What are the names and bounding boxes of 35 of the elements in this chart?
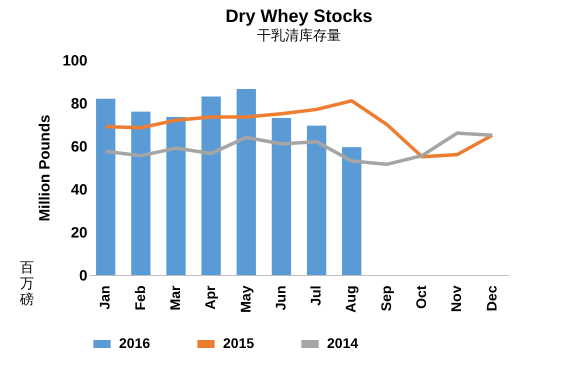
x-tick-label: Sep: [378, 286, 394, 312]
bar: [306, 126, 326, 275]
legend-label: 2016: [119, 335, 150, 351]
bar: [342, 147, 362, 275]
x-tick-label: May: [237, 285, 254, 313]
y-tick-label: 60: [70, 138, 88, 156]
x-tick-label: Dec: [483, 285, 500, 312]
x-tick-label: Nov: [448, 285, 464, 312]
x-tick-label: Oct: [413, 285, 430, 309]
x-tick-label: Mar: [166, 284, 183, 310]
bar: [201, 96, 221, 275]
x-tick-label: Jan: [96, 286, 113, 310]
legend-label: 2014: [327, 335, 358, 351]
x-tick-label: Apr: [202, 284, 218, 310]
chart-title: Dry Whey Stocks: [225, 6, 373, 26]
y-tick-label: 100: [62, 52, 88, 70]
y-tick-label: 20: [70, 224, 88, 242]
y-tick-label: 40: [70, 182, 88, 198]
x-tick-label: Jul: [308, 286, 324, 306]
y-tick-label: 80: [70, 96, 88, 112]
y-tick-label: 0: [79, 268, 88, 284]
line-series: [104, 131, 494, 166]
x-tick-label: Feb: [132, 286, 148, 310]
x-tick-label: Jun: [272, 286, 288, 310]
bar: [131, 112, 151, 275]
bar: [236, 89, 256, 275]
bar: [166, 116, 186, 275]
chart-subtitle: 干乳清库存量: [257, 27, 341, 43]
text: 百万磅: [19, 259, 34, 307]
line-series: [104, 99, 494, 158]
x-tick-label: Aug: [342, 286, 359, 313]
y-axis-title: Million Pounds: [36, 114, 54, 222]
legend-label: 2015: [223, 335, 254, 351]
bar: [272, 118, 292, 275]
bar: [96, 98, 116, 275]
